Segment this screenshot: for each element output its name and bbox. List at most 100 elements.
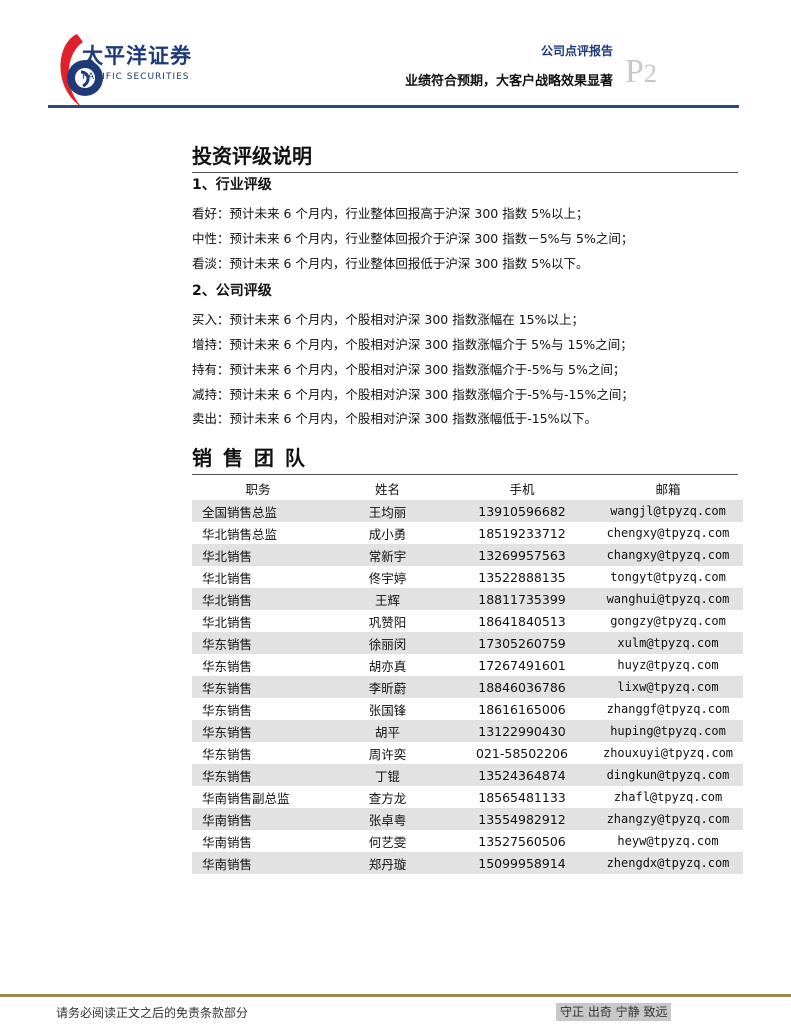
cell-title: 华南销售: [202, 834, 253, 850]
cell-phone: 18565481133: [478, 789, 566, 805]
col-email: 邮箱: [655, 482, 681, 497]
cell-name: 张卓粤: [324, 808, 451, 830]
table-header: 职务 姓名 手机 邮箱: [192, 477, 743, 500]
company-rating-heading: 2、公司评级: [192, 283, 272, 299]
table-row: 华北销售 佟宇婷 13522888135 tongyt@tpyzq.com: [192, 566, 743, 588]
table-row: 华东销售 周许奕 021-58502206 zhouxuyi@tpyzq.com: [192, 742, 743, 764]
cell-email: heyw@tpyzq.com: [617, 834, 719, 848]
cell-title: 华北销售: [202, 614, 253, 630]
cell-email: lixw@tpyzq.com: [593, 676, 743, 698]
col-name: 姓名: [374, 482, 400, 497]
company-slogan: 守正 出奇 宁静 致远: [556, 1003, 672, 1022]
sales-divider: [192, 474, 738, 475]
cell-name: 常新宇: [324, 544, 451, 566]
cell-phone: 18811735399: [451, 588, 593, 610]
report-type: 公司点评报告: [540, 44, 613, 58]
cell-phone: 13269957563: [451, 544, 593, 566]
col-title: 职务: [245, 482, 271, 497]
cell-title: 全国销售总监: [192, 500, 324, 522]
table-row: 华南销售 张卓粤 13554982912 zhangzy@tpyzq.com: [192, 808, 743, 830]
page-number: P2: [625, 53, 657, 90]
company-rating-line: 买入：预计未来 6 个月内，个股相对沪深 300 指数涨幅在 15%以上；: [192, 312, 584, 327]
cell-title: 华北销售: [202, 570, 253, 586]
cell-email: zhafl@tpyzq.com: [613, 790, 723, 804]
report-title: 业绩符合预期，大客户战略效果显著: [404, 74, 613, 89]
table-row: 华东销售 李昕蔚 18846036786 lixw@tpyzq.com: [192, 676, 743, 698]
logo-text-cn: 太平洋证券: [82, 44, 192, 68]
cell-phone: 13522888135: [478, 569, 566, 585]
table-row: 华东销售 胡平 13122990430 huping@tpyzq.com: [192, 720, 743, 742]
cell-name: 李昕蔚: [324, 676, 451, 698]
table-row: 华东销售 张国锋 18616165006 zhanggf@tpyzq.com: [192, 698, 743, 720]
cell-title: 华南销售: [192, 808, 324, 830]
cell-email: zhouxuyi@tpyzq.com: [602, 746, 734, 760]
industry-rating-heading: 1、行业评级: [192, 177, 272, 193]
cell-title: 华东销售: [202, 658, 253, 674]
cell-title: 华南销售: [192, 852, 324, 874]
cell-phone: 15099958914: [451, 852, 593, 874]
col-phone: 手机: [509, 482, 535, 497]
cell-phone: 13554982912: [451, 808, 593, 830]
logo-text-en: PACIFIC SECURITIES: [82, 72, 190, 82]
cell-title: 华东销售: [192, 632, 324, 654]
cell-name: 郑丹璇: [324, 852, 451, 874]
company-rating-line: 持有：预计未来 6 个月内，个股相对沪深 300 指数涨幅介于-5%与 5%之间…: [192, 362, 626, 377]
cell-email: gongzy@tpyzq.com: [610, 614, 726, 628]
cell-name: 胡亦真: [368, 658, 407, 674]
cell-phone: 18641840513: [478, 613, 566, 629]
industry-rating-line: 看淡：预计未来 6 个月内，行业整体回报低于沪深 300 指数 5%以下。: [192, 256, 589, 271]
cell-phone: 18616165006: [478, 701, 566, 717]
table-row: 华南销售 何艺雯 13527560506 heyw@tpyzq.com: [192, 830, 743, 852]
cell-phone: 021-58502206: [476, 745, 568, 761]
cell-email: dingkun@tpyzq.com: [593, 764, 743, 786]
table-row: 华南销售副总监 查方龙 18565481133 zhafl@tpyzq.com: [192, 786, 743, 808]
cell-phone: 17267491601: [478, 657, 566, 673]
company-rating-line: 卖出：预计未来 6 个月内，个股相对沪深 300 指数涨幅低于-15%以下。: [192, 411, 597, 426]
cell-email: zhanggf@tpyzq.com: [606, 702, 730, 716]
cell-title: 华北销售: [192, 588, 324, 610]
cell-name: 丁锟: [324, 764, 451, 786]
cell-phone: 13122990430: [451, 720, 593, 742]
disclaimer-note: 请务必阅读正文之后的免责条款部分: [56, 1006, 249, 1020]
industry-rating-line: 看好：预计未来 6 个月内，行业整体回报高于沪深 300 指数 5%以上；: [192, 206, 589, 221]
cell-email: huyz@tpyzq.com: [617, 658, 719, 672]
cell-email: zhangzy@tpyzq.com: [593, 808, 743, 830]
cell-email: xulm@tpyzq.com: [593, 632, 743, 654]
pacific-securities-logo-icon: [60, 34, 103, 108]
cell-phone: 13910596682: [451, 500, 593, 522]
sales-title: 销 售 团 队: [192, 446, 307, 470]
table-row: 华北销售总监 成小勇 18519233712 chengxy@tpyzq.com: [192, 522, 743, 544]
industry-rating-line: 中性：预计未来 6 个月内，行业整体回报介于沪深 300 指数－5%与 5%之间…: [192, 231, 634, 246]
cell-phone: 18519233712: [478, 525, 566, 541]
cell-name: 张国锋: [368, 702, 407, 718]
cell-name: 王辉: [324, 588, 451, 610]
cell-phone: 17305260759: [451, 632, 593, 654]
cell-title: 华南销售副总监: [202, 790, 290, 806]
cell-title: 华东销售: [192, 676, 324, 698]
table-row: 全国销售总监 王均丽 13910596682 wangjl@tpyzq.com: [192, 500, 743, 522]
cell-name: 巩赞阳: [368, 614, 407, 630]
cell-email: zhengdx@tpyzq.com: [593, 852, 743, 874]
footer-divider: [0, 994, 791, 997]
company-rating-line: 减持：预计未来 6 个月内，个股相对沪深 300 指数涨幅介于-5%与-15%之…: [192, 387, 634, 402]
cell-title: 华北销售: [192, 544, 324, 566]
table-row: 华东销售 徐丽闵 17305260759 xulm@tpyzq.com: [192, 632, 743, 654]
cell-title: 华东销售: [192, 764, 324, 786]
header-divider: [48, 105, 739, 108]
cell-name: 周许奕: [368, 746, 407, 762]
rating-title: 投资评级说明: [192, 144, 312, 168]
table-row: 华北销售 王辉 18811735399 wanghui@tpyzq.com: [192, 588, 743, 610]
cell-email: wanghui@tpyzq.com: [593, 588, 743, 610]
cell-name: 成小勇: [368, 526, 407, 542]
cell-title: 华东销售: [192, 720, 324, 742]
table-row: 华东销售 丁锟 13524364874 dingkun@tpyzq.com: [192, 764, 743, 786]
cell-email: huping@tpyzq.com: [593, 720, 743, 742]
cell-email: wangjl@tpyzq.com: [593, 500, 743, 522]
cell-email: changxy@tpyzq.com: [593, 544, 743, 566]
cell-phone: 13527560506: [478, 833, 566, 849]
cell-name: 王均丽: [324, 500, 451, 522]
cell-name: 查方龙: [368, 790, 407, 806]
cell-name: 佟宇婷: [368, 570, 407, 586]
cell-title: 华东销售: [202, 746, 253, 762]
sales-table: 职务 姓名 手机 邮箱 全国销售总监 王均丽 13910596682 wangjl@t…: [192, 477, 743, 874]
